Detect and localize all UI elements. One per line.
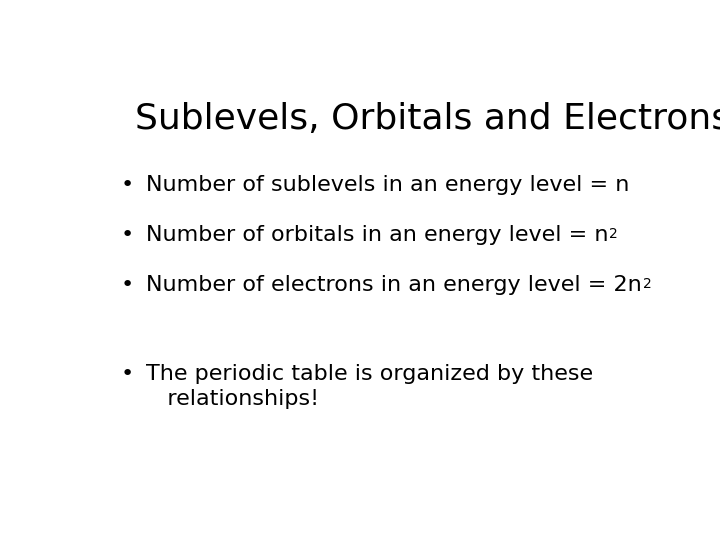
Text: 2: 2 [609, 227, 618, 241]
Text: 2: 2 [643, 277, 652, 291]
Text: Number of sublevels in an energy level = n: Number of sublevels in an energy level =… [145, 175, 629, 195]
Text: •: • [121, 364, 134, 384]
Text: Number of electrons in an energy level = 2n: Number of electrons in an energy level =… [145, 275, 642, 295]
Text: Number of orbitals in an energy level = n: Number of orbitals in an energy level = … [145, 225, 608, 245]
Text: The periodic table is organized by these
   relationships!: The periodic table is organized by these… [145, 364, 593, 409]
Text: •: • [121, 275, 134, 295]
Text: Sublevels, Orbitals and Electrons: Sublevels, Orbitals and Electrons [135, 102, 720, 136]
Text: •: • [121, 175, 134, 195]
Text: •: • [121, 225, 134, 245]
